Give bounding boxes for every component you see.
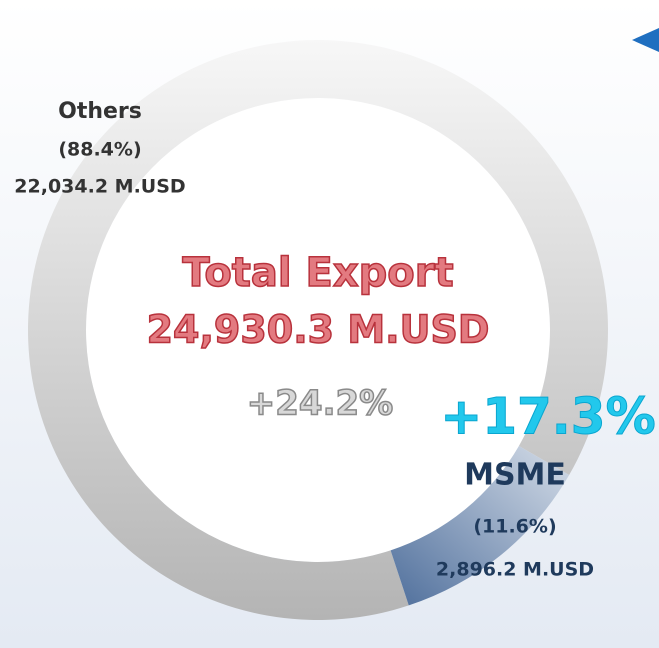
percent-label: (88.4%): [58, 139, 141, 161]
center-growth: +24.2%: [247, 384, 393, 424]
arrow-icon: [632, 28, 659, 52]
percent-label: (11.6%): [473, 516, 556, 538]
donut-segment: [390, 446, 570, 606]
donut-hole: [86, 98, 550, 562]
amount-label: 2,896.2 M.USD: [436, 559, 594, 581]
growth-label: +17.3%: [440, 388, 655, 446]
center-title: Total Export: [182, 250, 453, 296]
center-total: 24,930.3 M.USD: [147, 308, 490, 352]
category-label: MSME: [464, 458, 566, 493]
amount-label: 22,034.2 M.USD: [14, 176, 185, 198]
category-label: Others: [58, 99, 142, 124]
